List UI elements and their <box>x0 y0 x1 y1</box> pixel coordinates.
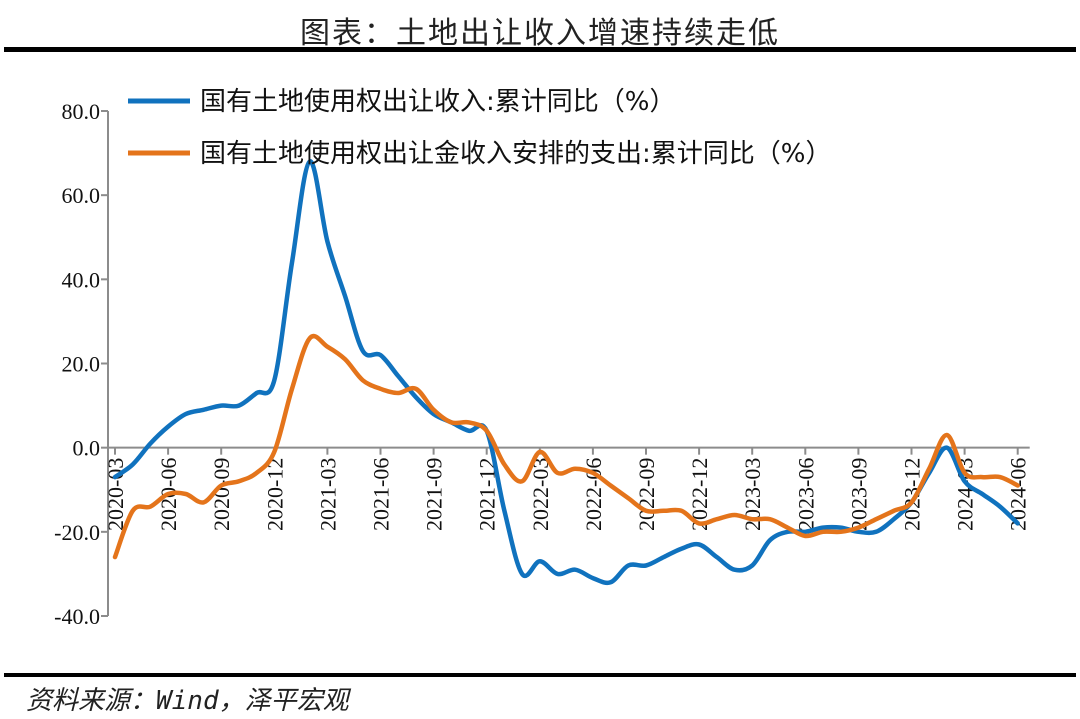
series-line-1 <box>112 159 1020 586</box>
x-tick-label: 2021-03 <box>315 458 340 531</box>
legend-label-series-2: 国有土地使用权出让金收入安排的支出:累计同比（%） <box>200 139 831 169</box>
y-tick-label: -20.0 <box>54 520 100 545</box>
series-line-2 <box>112 333 1020 560</box>
top-divider <box>4 47 1076 52</box>
x-tick-label: 2021-06 <box>369 458 394 531</box>
x-tick-label: 2023-12 <box>900 458 925 531</box>
source-note: 资料来源：Wind，泽平宏观 <box>26 686 349 716</box>
x-tick-label: 2021-09 <box>422 458 447 531</box>
x-tick-label: 2022-03 <box>528 458 553 531</box>
chart-title: 图表：土地出让收入增速持续走低 <box>300 16 780 51</box>
x-tick-label: 2023-09 <box>846 458 871 531</box>
x-tick-label: 2023-06 <box>793 458 818 531</box>
legend: 国有土地使用权出让收入:累计同比（%） 国有土地使用权出让金收入安排的支出:累计… <box>128 87 831 169</box>
legend-label-series-1: 国有土地使用权出让收入:累计同比（%） <box>200 87 675 117</box>
y-tick-label: 20.0 <box>62 352 101 377</box>
y-tick-label: 60.0 <box>62 183 101 208</box>
y-tick-label: -40.0 <box>54 604 100 629</box>
y-tick-label: 40.0 <box>62 267 101 292</box>
y-tick-label: 80.0 <box>62 99 101 124</box>
x-tick-label: 2024-06 <box>1006 458 1031 531</box>
y-tick-label: 0.0 <box>73 436 101 461</box>
x-tick-label: 2020-12 <box>262 458 287 531</box>
bottom-divider <box>4 673 1076 677</box>
x-tick-label: 2022-09 <box>634 458 659 531</box>
series-lines <box>112 159 1020 586</box>
